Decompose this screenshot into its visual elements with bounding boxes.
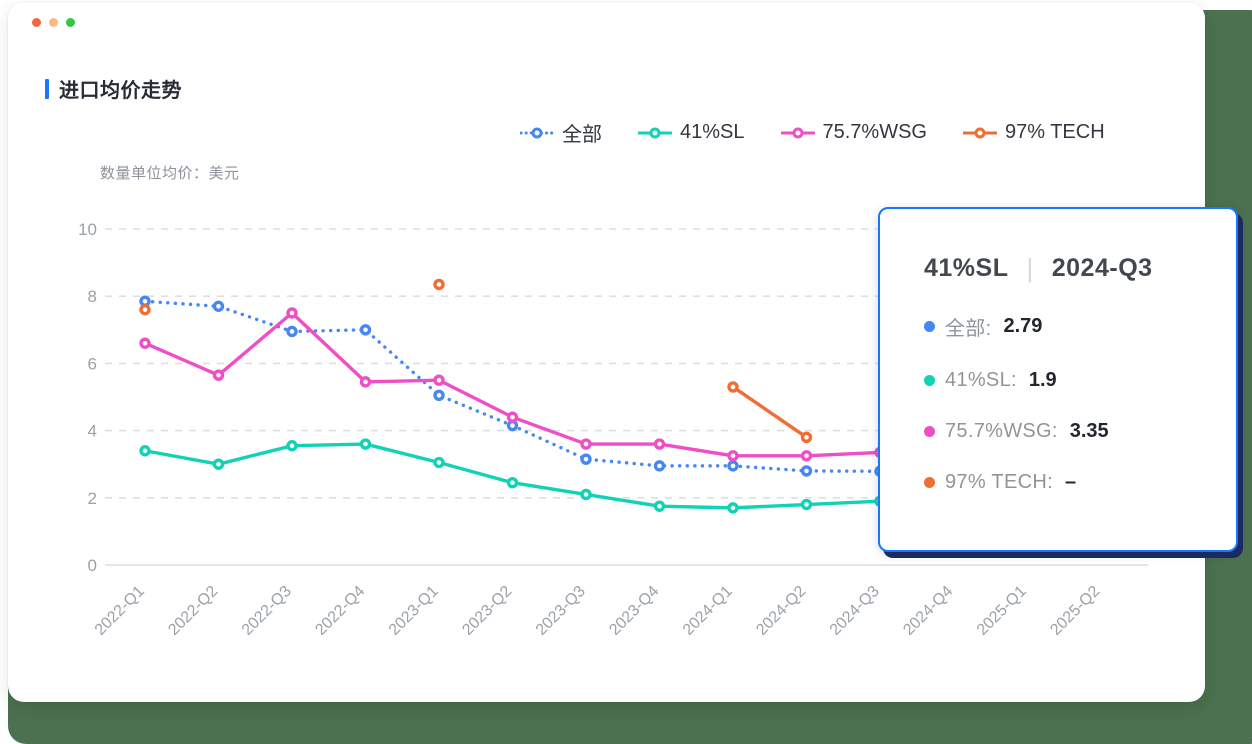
data-point-3-2024-Q1[interactable] xyxy=(727,381,739,393)
legend-item-3[interactable]: 97% TECH xyxy=(962,121,1105,144)
data-point-1-2024-Q2[interactable] xyxy=(800,498,813,511)
series-line-0[interactable] xyxy=(143,299,882,473)
legend-item-label: 97% TECH xyxy=(1004,121,1105,143)
data-point-2-2024-Q1[interactable] xyxy=(727,450,739,462)
tooltip-row-value: 1.9 xyxy=(1028,369,1057,391)
window-maximize-button[interactable] xyxy=(66,18,75,27)
tooltip-row-value: 3.35 xyxy=(1069,420,1109,442)
tooltip-row: 41%SL: 1.9 xyxy=(924,369,1206,392)
data-point-2-2023-Q3[interactable] xyxy=(580,438,592,450)
trend-chart-canvas[interactable]: 0 2 4 6 8 10 2022-Q1 2022-Q2 2022-Q3 2022-Q4 2023-… xyxy=(8,2,1205,702)
window-minimize-button[interactable] xyxy=(49,18,58,27)
tooltip-header: 41%SL | 2024-Q3 xyxy=(924,253,1206,284)
legend-marker-icon xyxy=(520,127,554,138)
legend-item-2[interactable]: 75.7%WSG xyxy=(780,121,927,144)
tooltip-separator: | xyxy=(1026,253,1034,283)
window-close-button[interactable] xyxy=(32,18,41,27)
tooltip-row-label: 全部: xyxy=(945,318,992,340)
series-color-dot xyxy=(924,426,935,437)
tooltip-period: 2024-Q3 xyxy=(1051,254,1153,282)
x-axis-label-2023-Q2: 2023-Q2 xyxy=(459,583,515,639)
data-point-1-2023-Q3[interactable] xyxy=(580,488,592,501)
tooltip-row: 75.7%WSG: 3.35 xyxy=(924,420,1206,443)
x-axis-label-2024-Q4: 2024-Q4 xyxy=(900,583,956,639)
x-axis-label-2023-Q3: 2023-Q3 xyxy=(533,583,589,639)
y-axis-label-0: 0 xyxy=(88,556,97,575)
data-point-2-2022-Q3[interactable] xyxy=(286,307,298,319)
tooltip-row: 全部: 2.79 xyxy=(924,312,1206,341)
x-axis-label-2022-Q1: 2022-Q1 xyxy=(92,583,148,639)
data-point-0-2024-Q1[interactable] xyxy=(727,460,739,472)
data-point-1-2022-Q2[interactable] xyxy=(212,458,225,470)
x-axis-label-2022-Q2: 2022-Q2 xyxy=(165,583,221,639)
tooltip-row-label: 75.7%WSG: xyxy=(945,420,1058,442)
x-axis-label-2024-Q3: 2024-Q3 xyxy=(827,583,883,639)
data-point-3-2024-Q2[interactable] xyxy=(800,431,813,444)
data-point-2-2023-Q2[interactable] xyxy=(506,411,519,423)
tooltip-row-label: 97% TECH: xyxy=(945,471,1053,493)
data-point-2-2022-Q2[interactable] xyxy=(212,369,225,381)
title-accent-bar xyxy=(45,78,49,99)
tooltip-series-name: 41%SL xyxy=(924,254,1009,282)
data-point-0-2022-Q2[interactable] xyxy=(212,300,225,312)
data-point-0-2023-Q4[interactable] xyxy=(653,460,666,472)
window-controls xyxy=(32,18,75,27)
chart-tooltip: 41%SL | 2024-Q3 全部: 2.79 41%SL: 1.9 75.7… xyxy=(878,207,1238,552)
data-point-1-2023-Q2[interactable] xyxy=(506,476,519,489)
y-axis-label-8: 8 xyxy=(88,287,97,306)
y-axis-label-10: 10 xyxy=(78,220,97,239)
data-point-3-2022-Q1[interactable] xyxy=(139,303,151,316)
series-color-dot xyxy=(924,477,935,488)
data-point-2-2023-Q1[interactable] xyxy=(433,374,445,386)
data-point-2-2022-Q1[interactable] xyxy=(139,337,151,349)
y-axis-label-6: 6 xyxy=(88,354,97,373)
data-point-0-2022-Q3[interactable] xyxy=(286,325,298,338)
legend-item-label: 75.7%WSG xyxy=(822,121,927,143)
legend-marker-icon xyxy=(962,127,997,138)
data-point-2-2022-Q4[interactable] xyxy=(359,376,372,388)
series-line-3[interactable] xyxy=(731,385,809,440)
data-point-2-2023-Q4[interactable] xyxy=(653,438,666,450)
x-axis-label-2024-Q1: 2024-Q1 xyxy=(680,583,736,639)
legend-item-label: 41%SL xyxy=(680,121,745,143)
data-point-1-2023-Q4[interactable] xyxy=(653,500,666,512)
series-color-dot xyxy=(924,375,935,386)
tooltip-row-value: 2.79 xyxy=(1003,315,1043,337)
series-line-2[interactable] xyxy=(143,311,882,458)
y-axis-label-2: 2 xyxy=(88,489,97,508)
x-axis-label-2025-Q2: 2025-Q2 xyxy=(1047,583,1103,639)
data-point-0-2023-Q3[interactable] xyxy=(580,453,592,465)
x-axis-label-2022-Q4: 2022-Q4 xyxy=(312,583,368,639)
data-point-1-2023-Q1[interactable] xyxy=(433,456,445,469)
data-point-3-2023-Q1[interactable] xyxy=(433,278,445,291)
data-point-1-2022-Q1[interactable] xyxy=(139,445,151,457)
page-title-text: 进口均价走势 xyxy=(59,80,182,102)
data-point-1-2022-Q4[interactable] xyxy=(359,438,372,450)
legend-marker-icon xyxy=(780,127,815,138)
legend-item-label: 全部 xyxy=(562,124,602,146)
data-point-2-2024-Q2[interactable] xyxy=(800,450,813,462)
tooltip-row-value: – xyxy=(1064,471,1077,493)
x-axis-label-2023-Q1: 2023-Q1 xyxy=(386,583,442,639)
legend-marker-icon xyxy=(638,127,672,138)
legend-item-0[interactable]: 全部 xyxy=(520,118,602,147)
screenshot-root: { "window": { "traffic_lights": ["#f3673… xyxy=(8,2,1252,744)
data-point-1-2024-Q1[interactable] xyxy=(727,502,739,514)
data-point-0-2023-Q1[interactable] xyxy=(433,389,445,402)
data-point-1-2022-Q3[interactable] xyxy=(286,440,298,452)
page-title: 进口均价走势 xyxy=(45,74,182,103)
data-point-0-2024-Q2[interactable] xyxy=(800,465,813,477)
series-color-dot xyxy=(924,321,935,332)
legend-item-1[interactable]: 41%SL xyxy=(638,121,745,144)
unit-label: 数量单位均价：美元 xyxy=(100,165,240,182)
x-axis-label-2024-Q2: 2024-Q2 xyxy=(753,583,809,639)
tooltip-row: 97% TECH: – xyxy=(924,471,1206,494)
y-axis-label-4: 4 xyxy=(88,422,97,441)
x-axis-label-2022-Q3: 2022-Q3 xyxy=(239,583,295,639)
x-axis-label-2023-Q4: 2023-Q4 xyxy=(606,583,662,639)
data-point-0-2022-Q4[interactable] xyxy=(359,324,372,336)
chart-legend: 全部 41%SL 75.7%WSG 97% TECH xyxy=(520,118,1105,147)
x-axis-label-2025-Q1: 2025-Q1 xyxy=(974,583,1030,639)
tooltip-row-label: 41%SL: xyxy=(945,369,1017,391)
